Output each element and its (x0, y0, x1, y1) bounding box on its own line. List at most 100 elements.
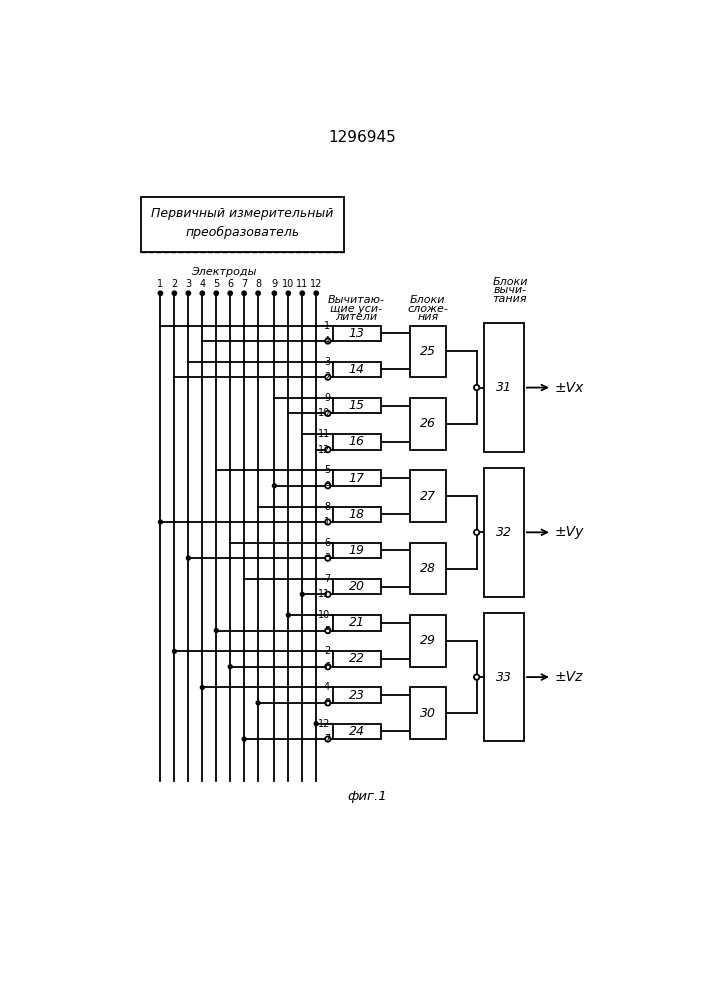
Text: 6: 6 (227, 279, 233, 289)
Bar (484, 468, 524, 597)
Text: ±Vx: ±Vx (555, 381, 584, 395)
Text: 11: 11 (318, 589, 330, 599)
Text: 9: 9 (324, 393, 330, 403)
Circle shape (325, 338, 331, 344)
Text: 5: 5 (324, 465, 330, 475)
Text: 6: 6 (324, 662, 330, 672)
Text: 1296945: 1296945 (329, 130, 396, 145)
Text: 7: 7 (241, 279, 247, 289)
Text: 32: 32 (496, 526, 512, 539)
Circle shape (158, 520, 163, 524)
Text: 1: 1 (324, 517, 330, 527)
Text: 27: 27 (420, 490, 436, 503)
Bar (332, 398, 380, 413)
Text: 18: 18 (349, 508, 365, 521)
Circle shape (228, 665, 232, 669)
Text: 4: 4 (324, 682, 330, 692)
Text: сложе-: сложе- (407, 304, 448, 314)
Circle shape (187, 556, 190, 560)
Text: ния: ния (417, 312, 438, 322)
Bar (410, 398, 445, 450)
Circle shape (256, 701, 260, 705)
Circle shape (325, 628, 331, 633)
Bar (410, 326, 445, 377)
Circle shape (286, 291, 291, 295)
Bar (332, 434, 380, 450)
Text: 11: 11 (318, 429, 330, 439)
Circle shape (300, 291, 305, 295)
Text: 19: 19 (349, 544, 365, 557)
Circle shape (158, 291, 163, 295)
Circle shape (272, 291, 276, 295)
Text: 4: 4 (199, 279, 205, 289)
Text: 1: 1 (324, 321, 330, 331)
Bar (410, 543, 445, 594)
Text: 15: 15 (349, 399, 365, 412)
Text: Первичный измерительный: Первичный измерительный (151, 207, 334, 220)
Text: Блоки: Блоки (492, 277, 527, 287)
Text: 2: 2 (324, 646, 330, 656)
Text: 6: 6 (324, 538, 330, 548)
Text: фиг.1: фиг.1 (348, 790, 387, 803)
Text: 28: 28 (420, 562, 436, 575)
Circle shape (325, 700, 331, 706)
Text: 5: 5 (324, 626, 330, 636)
Bar (410, 615, 445, 667)
Text: 4: 4 (324, 336, 330, 346)
Text: 31: 31 (496, 381, 512, 394)
Text: Электроды: Электроды (192, 267, 257, 277)
Bar (332, 687, 380, 703)
Text: 10: 10 (318, 610, 330, 620)
Circle shape (325, 555, 331, 561)
Text: 9: 9 (324, 481, 330, 491)
Bar (332, 579, 380, 594)
Circle shape (325, 374, 331, 380)
Text: 21: 21 (349, 616, 365, 629)
Circle shape (200, 686, 204, 689)
Circle shape (228, 291, 233, 295)
Text: 20: 20 (349, 580, 365, 593)
Text: 12: 12 (310, 279, 322, 289)
Bar (332, 615, 380, 631)
Text: 12: 12 (318, 445, 330, 455)
Circle shape (242, 291, 246, 295)
Text: 12: 12 (318, 719, 330, 729)
Text: 5: 5 (213, 279, 219, 289)
Text: 3: 3 (185, 279, 192, 289)
Circle shape (325, 519, 331, 525)
Text: щие уси-: щие уси- (330, 304, 382, 314)
Text: 23: 23 (349, 689, 365, 702)
Circle shape (200, 291, 204, 295)
Text: 9: 9 (271, 279, 277, 289)
Circle shape (315, 722, 318, 726)
Circle shape (173, 291, 177, 295)
Circle shape (256, 291, 260, 295)
Text: 7: 7 (324, 734, 330, 744)
Text: 11: 11 (296, 279, 308, 289)
Circle shape (474, 530, 479, 535)
Text: 7: 7 (324, 574, 330, 584)
Circle shape (325, 447, 331, 452)
Text: 22: 22 (349, 652, 365, 666)
Text: Блоки: Блоки (410, 295, 445, 305)
Text: 29: 29 (420, 634, 436, 647)
Bar (410, 687, 445, 739)
Circle shape (325, 664, 331, 669)
Text: 26: 26 (420, 417, 436, 430)
Circle shape (272, 484, 276, 488)
Bar (484, 323, 524, 452)
Circle shape (474, 385, 479, 390)
Text: 8: 8 (255, 279, 261, 289)
Circle shape (186, 291, 190, 295)
Bar (332, 543, 380, 558)
Text: 24: 24 (349, 725, 365, 738)
Text: 30: 30 (420, 707, 436, 720)
Text: 3: 3 (324, 553, 330, 563)
Text: 16: 16 (349, 435, 365, 448)
Text: вычи-: вычи- (493, 285, 527, 295)
Text: 1: 1 (158, 279, 163, 289)
Circle shape (325, 592, 331, 597)
Text: 2: 2 (171, 279, 177, 289)
Text: 8: 8 (324, 502, 330, 512)
Circle shape (474, 674, 479, 680)
